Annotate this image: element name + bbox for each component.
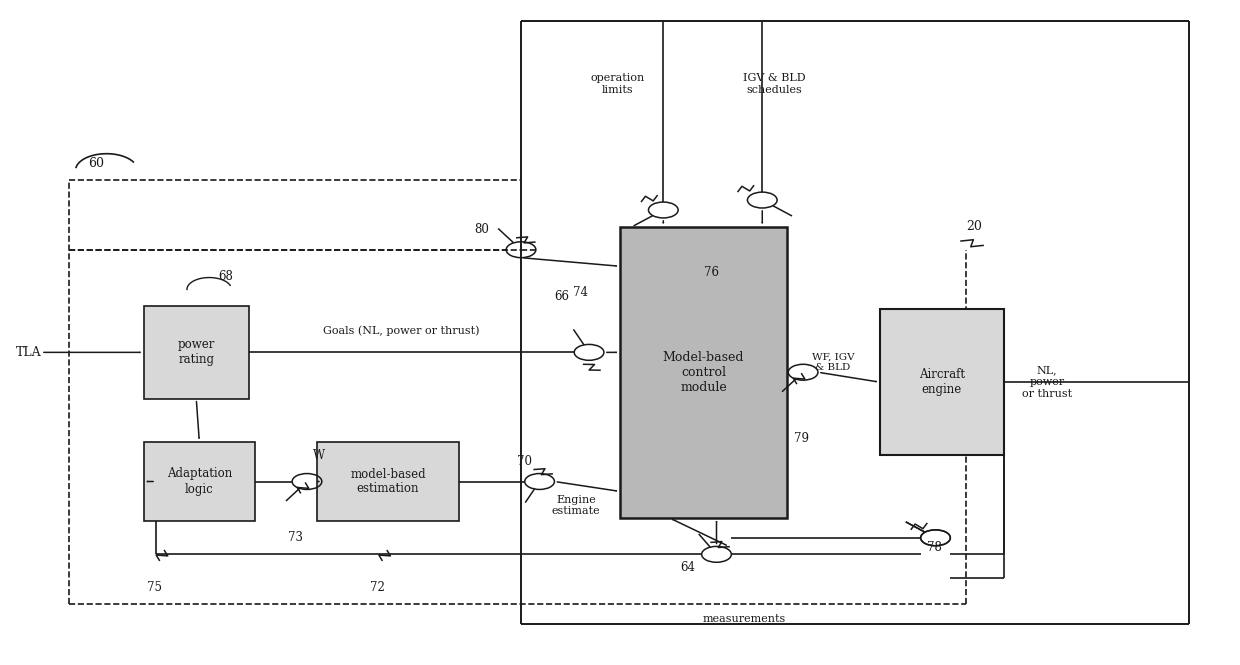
Text: Goals (NL, power or thrust): Goals (NL, power or thrust)	[324, 325, 480, 336]
Bar	[620, 227, 787, 518]
Bar	[317, 442, 459, 521]
Bar	[144, 442, 255, 521]
Text: measurements: measurements	[702, 614, 785, 624]
Text: Model-based
control
module: Model-based control module	[662, 350, 744, 394]
Bar	[144, 306, 249, 399]
Text: 73: 73	[289, 531, 304, 544]
Text: 64: 64	[681, 561, 696, 574]
Text: Engine
estimate: Engine estimate	[552, 495, 600, 516]
Text: 74: 74	[573, 286, 588, 299]
Text: 72: 72	[370, 581, 384, 594]
Text: NL,
power
or thrust: NL, power or thrust	[1022, 366, 1073, 399]
Text: 66: 66	[554, 289, 569, 303]
Text: 60: 60	[88, 157, 104, 170]
Text: power
rating: power rating	[177, 338, 215, 366]
Text: 78: 78	[926, 541, 941, 554]
Text: TLA: TLA	[16, 346, 41, 359]
Text: 79: 79	[795, 432, 810, 445]
Text: model-based
estimation: model-based estimation	[350, 467, 425, 495]
Text: Aircraft
engine: Aircraft engine	[919, 368, 965, 396]
Text: 80: 80	[474, 223, 489, 236]
Text: IGV & BLD
schedules: IGV & BLD schedules	[743, 73, 806, 95]
Text: 76: 76	[704, 267, 719, 279]
Text: WF, IGV
& BLD: WF, IGV & BLD	[812, 352, 854, 372]
Text: 75: 75	[148, 581, 162, 594]
Text: operation
limits: operation limits	[590, 73, 645, 95]
Text: W: W	[314, 448, 325, 462]
Bar	[880, 309, 1003, 455]
Text: Adaptation
logic: Adaptation logic	[166, 467, 232, 495]
Text: 68: 68	[218, 270, 233, 283]
Text: 20: 20	[966, 220, 982, 233]
Text: 70: 70	[517, 455, 532, 468]
